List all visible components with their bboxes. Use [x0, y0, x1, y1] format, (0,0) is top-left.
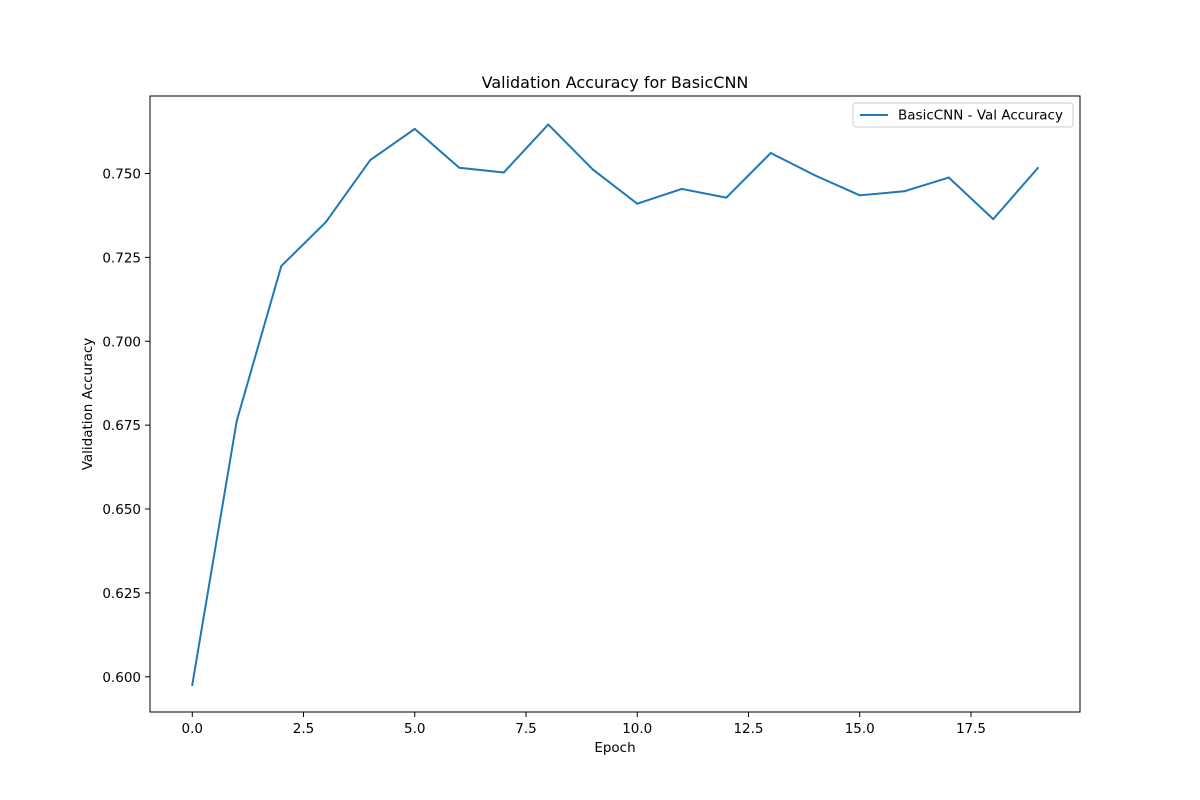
- data-point: [191, 683, 194, 686]
- data-point: [458, 166, 461, 169]
- legend-box: [852, 102, 1074, 128]
- x-tick-label: 17.5: [956, 721, 986, 737]
- data-point: [1036, 167, 1039, 170]
- y-axis-ticks: 0.600 0.625 0.650 0.675 0.700 0.725 0.750: [102, 167, 150, 686]
- data-point: [769, 152, 772, 155]
- x-tick-label: 7.5: [515, 721, 536, 737]
- data-point: [413, 127, 416, 130]
- legend: BasicCNN - Val Accuracy: [852, 102, 1074, 128]
- data-point: [591, 168, 594, 171]
- x-tick-label: 10.0: [622, 721, 652, 737]
- data-point: [903, 190, 906, 193]
- data-point: [858, 194, 861, 197]
- x-tick-label: 12.5: [733, 721, 763, 737]
- axes-frame: [149, 95, 1081, 713]
- x-axis-label: Epoch: [594, 740, 635, 756]
- series-layer: [191, 123, 1040, 686]
- y-tick-label: 0.700: [102, 334, 141, 350]
- chart-title: Validation Accuracy for BasicCNN: [482, 73, 749, 92]
- data-point: [725, 196, 728, 199]
- y-tick-label: 0.625: [102, 586, 141, 602]
- x-tick-label: 15.0: [845, 721, 875, 737]
- y-tick-label: 0.750: [102, 167, 141, 183]
- x-tick-label: 5.0: [404, 721, 425, 737]
- y-tick-label: 0.650: [102, 502, 141, 518]
- data-point: [502, 171, 505, 174]
- x-axis-ticks: 0.0 2.5 5.0 7.5 10.0 12.5 15.0 17.5: [182, 712, 986, 737]
- y-axis-label: Validation Accuracy: [80, 338, 96, 471]
- y-tick-label: 0.600: [102, 670, 141, 686]
- data-point: [636, 202, 639, 205]
- data-point: [324, 221, 327, 224]
- series-line: [191, 123, 1040, 686]
- data-point: [680, 187, 683, 190]
- data-point: [235, 419, 238, 422]
- x-tick-label: 0.0: [182, 721, 203, 737]
- data-point: [992, 218, 995, 221]
- data-point: [369, 159, 372, 162]
- data-point: [947, 176, 950, 179]
- x-tick-label: 2.5: [293, 721, 314, 737]
- y-tick-label: 0.725: [102, 250, 141, 266]
- data-point: [280, 265, 283, 268]
- y-tick-label: 0.675: [102, 418, 141, 434]
- data-point: [814, 174, 817, 177]
- plot-area: [150, 96, 1080, 712]
- legend-label: BasicCNN - Val Accuracy: [898, 108, 1063, 124]
- data-point: [547, 123, 550, 126]
